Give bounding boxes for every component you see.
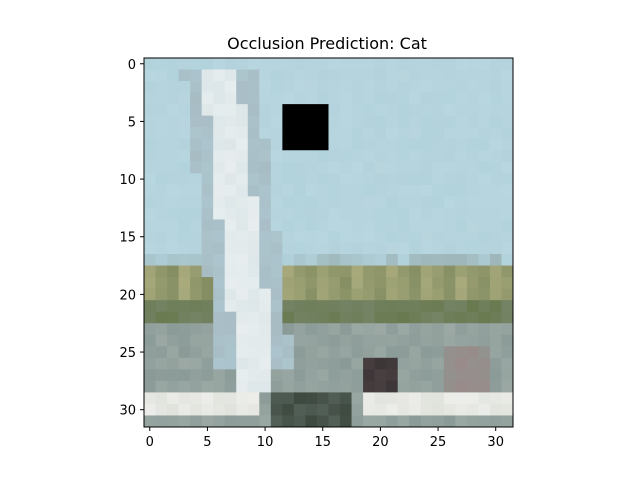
y-tick-label: 5 bbox=[128, 115, 136, 130]
occlusion-patch bbox=[282, 104, 329, 151]
x-tick-label: 15 bbox=[314, 435, 331, 450]
y-tick-label: 30 bbox=[119, 404, 136, 419]
y-tick-label: 10 bbox=[119, 173, 136, 188]
x-tick-label: 5 bbox=[203, 435, 211, 450]
y-tick-label: 0 bbox=[128, 58, 136, 73]
x-tick-label: 20 bbox=[372, 435, 389, 450]
x-tick-label: 25 bbox=[430, 435, 447, 450]
x-tick-label: 30 bbox=[487, 435, 504, 450]
y-tick-label: 25 bbox=[119, 346, 136, 361]
y-axis: 0 5 10 15 20 25 30 bbox=[119, 58, 144, 419]
y-tick-label: 15 bbox=[119, 231, 136, 246]
x-axis: 0 5 10 15 20 25 30 bbox=[146, 427, 504, 450]
y-tick-label: 20 bbox=[119, 288, 136, 303]
x-tick-label: 10 bbox=[257, 435, 274, 450]
x-tick-label: 0 bbox=[146, 435, 154, 450]
axes-frame bbox=[143, 57, 514, 428]
chart-title: Occlusion Prediction: Cat bbox=[227, 34, 427, 53]
image-grid bbox=[144, 58, 514, 428]
